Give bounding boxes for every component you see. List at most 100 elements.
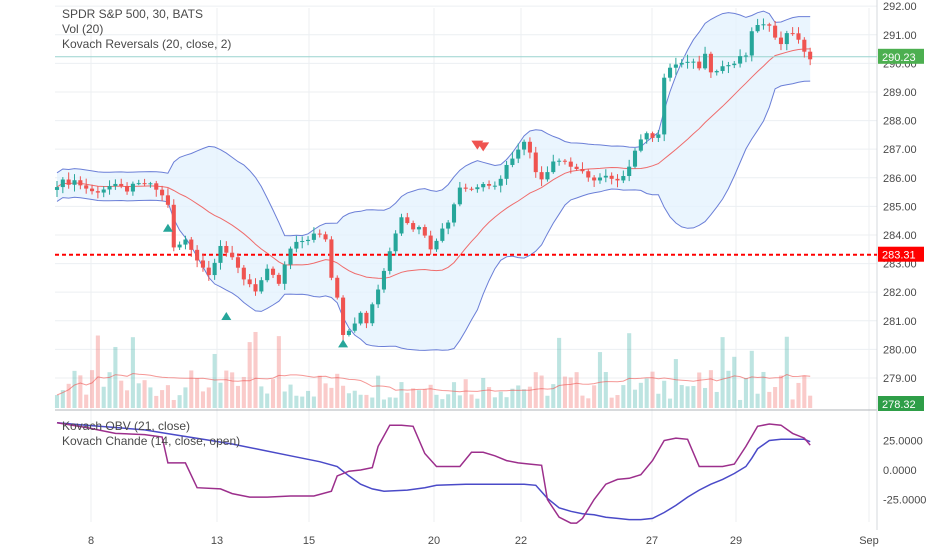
volume-bar — [422, 388, 427, 408]
volume-bar — [498, 391, 503, 408]
volume-bar — [370, 397, 375, 408]
candle-body — [603, 175, 608, 178]
volume-bar — [148, 387, 153, 408]
candle-body — [130, 183, 135, 192]
candle-body — [235, 257, 241, 268]
time-tick-label: 27 — [646, 535, 658, 547]
candle-body — [796, 33, 801, 40]
volume-bar — [165, 385, 170, 408]
candle-body — [615, 178, 620, 181]
volume-bar — [376, 375, 381, 408]
candle-body — [387, 251, 392, 271]
volume-bar — [95, 335, 100, 408]
volume-bar — [235, 385, 241, 408]
svg-text:278.32: 278.32 — [882, 399, 916, 411]
volume-bar — [270, 379, 276, 408]
time-axis-labels: 8 13 15 20 22 27 29 Sep — [88, 535, 879, 547]
candle-body — [568, 161, 573, 167]
volume-bar — [773, 387, 778, 408]
candle-body — [317, 233, 322, 235]
volume-bar — [195, 378, 200, 408]
volume-bar — [341, 385, 346, 408]
volume-bar — [662, 380, 667, 408]
volume-bar — [101, 386, 106, 408]
candle-body — [638, 139, 643, 151]
volume-bar — [627, 333, 632, 408]
candle-body — [335, 277, 340, 298]
price-tick-label: 280.00 — [883, 344, 917, 356]
volume-bar — [434, 394, 439, 408]
candle-body — [621, 176, 626, 181]
volume-bar — [469, 394, 474, 408]
volume-bar — [510, 388, 515, 408]
volume-bar — [183, 387, 188, 408]
candle-body — [481, 184, 486, 188]
volume-bar — [597, 352, 603, 408]
volume-bar — [136, 383, 141, 408]
candle-body — [808, 51, 813, 60]
candle-body — [609, 175, 614, 179]
candle-body — [370, 304, 375, 324]
volume-bar — [796, 382, 801, 408]
volume-bar — [440, 399, 445, 408]
volume-bar — [107, 372, 112, 408]
volume-bar — [738, 399, 743, 408]
volume-bar — [720, 337, 725, 408]
candle-body — [463, 187, 468, 189]
candle-body — [107, 186, 112, 190]
candle-body — [259, 280, 264, 292]
oscillator-tick-label: -25.0000 — [883, 495, 926, 507]
candle-body — [574, 166, 579, 169]
candle-body — [516, 149, 521, 159]
volume-bar — [667, 398, 673, 408]
candle-body — [755, 24, 760, 32]
volume-bar — [761, 371, 766, 408]
volume-bar — [673, 359, 678, 408]
volume-bar — [685, 386, 690, 408]
volume-bar — [487, 387, 492, 408]
svg-text:283.31: 283.31 — [882, 250, 916, 262]
candle-body — [662, 77, 667, 135]
volume-bar — [533, 372, 538, 408]
candle-body — [697, 61, 702, 69]
volume-bar — [574, 372, 579, 408]
price-tick-label: 288.00 — [883, 116, 917, 128]
candle-body — [673, 64, 678, 68]
candle-body — [276, 274, 281, 284]
volume-bar — [568, 377, 573, 408]
candle-body — [376, 289, 381, 305]
volume-bar — [142, 380, 147, 408]
time-tick-label: 29 — [730, 535, 742, 547]
price-tick-label: 287.00 — [883, 144, 917, 156]
volume-bar — [691, 385, 696, 408]
candle-body — [195, 249, 200, 261]
volume-ma-line — [56, 372, 811, 396]
price-tick-label: 279.00 — [883, 373, 917, 385]
volume-bar — [323, 383, 328, 408]
volume-bar — [603, 372, 608, 408]
candle-body — [230, 252, 235, 258]
volume-bar — [218, 382, 223, 408]
volume-bar — [317, 375, 322, 408]
volume-bar — [481, 377, 486, 408]
candle-body — [294, 241, 299, 249]
time-tick-label: 13 — [211, 535, 223, 547]
candle-body — [656, 134, 661, 138]
price-tick-label: 291.00 — [883, 30, 917, 42]
volume-bar — [749, 350, 754, 408]
volume-bar — [84, 394, 89, 408]
candle-body — [154, 183, 159, 190]
volume-bar — [656, 393, 661, 408]
volume-bar — [516, 385, 521, 408]
candle-body — [691, 61, 696, 63]
candle-body — [218, 245, 223, 263]
candle-body — [265, 268, 270, 281]
volume-bar — [428, 384, 433, 408]
candle-body — [761, 24, 766, 26]
candle-body — [498, 178, 503, 186]
candle-body — [422, 227, 427, 236]
candle-body — [212, 262, 217, 276]
volume-bar — [311, 396, 316, 408]
candle-body — [708, 53, 713, 73]
volume-bar — [253, 331, 258, 408]
